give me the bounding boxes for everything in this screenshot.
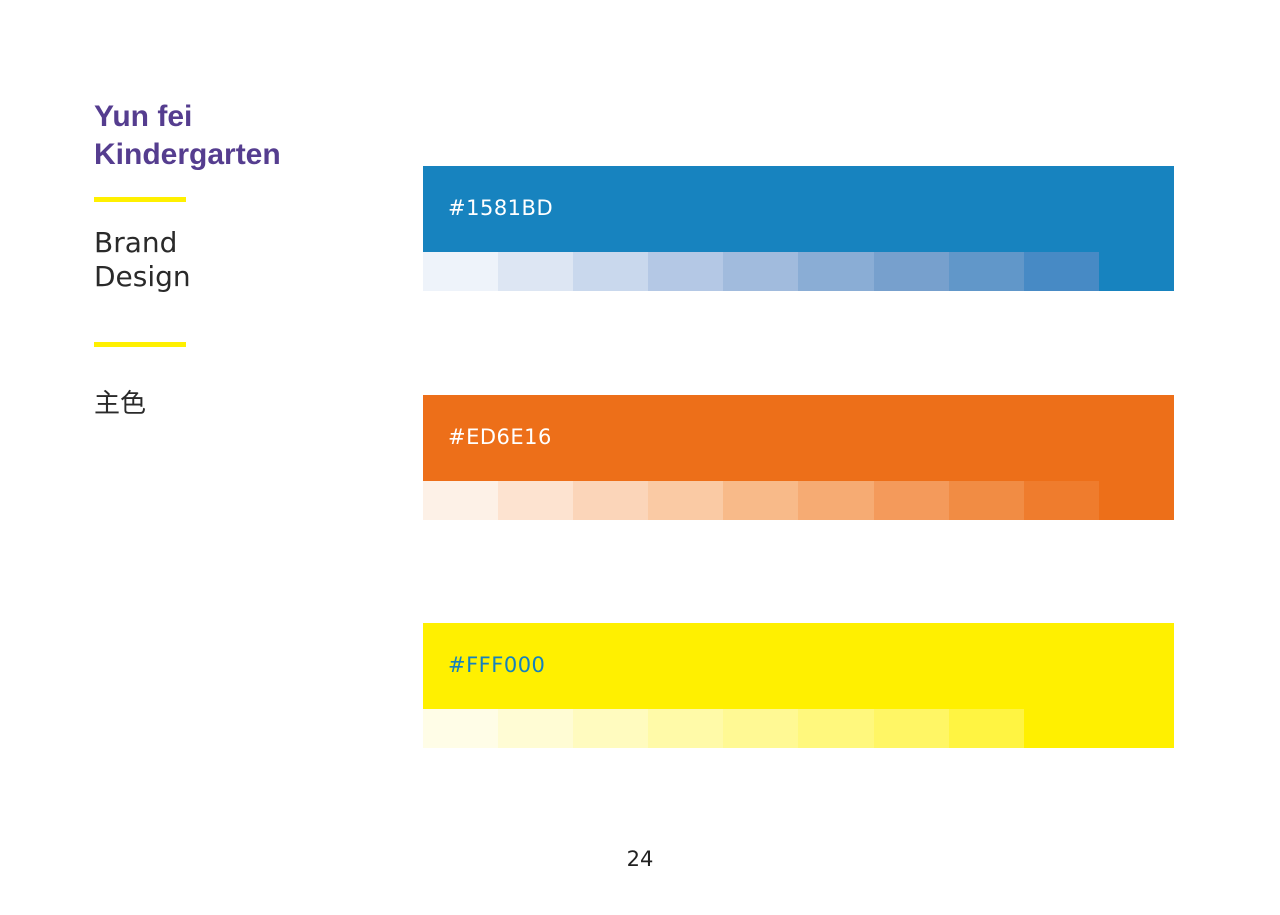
section-label: 主色 bbox=[94, 389, 147, 419]
tint-swatch-9 bbox=[1023, 252, 1099, 291]
swatch-main-color: #1581BD bbox=[423, 166, 1174, 252]
tint-swatch-6 bbox=[798, 709, 874, 748]
swatch-main-color: #FFF000 bbox=[423, 623, 1174, 709]
tint-swatch-7 bbox=[873, 252, 949, 291]
swatch-hex-label: #FFF000 bbox=[448, 653, 546, 677]
tint-swatch-5 bbox=[723, 709, 799, 748]
tint-swatch-5 bbox=[723, 252, 799, 291]
tint-swatch-3 bbox=[573, 252, 649, 291]
yellow-divider-bottom bbox=[94, 342, 186, 347]
swatch-blue: #1581BD bbox=[423, 166, 1174, 291]
tint-swatch-2 bbox=[498, 481, 574, 520]
yellow-divider-top bbox=[94, 197, 186, 202]
swatch-hex-label: #1581BD bbox=[448, 196, 554, 220]
tint-swatch-1 bbox=[423, 481, 499, 520]
tint-swatch-10 bbox=[1098, 481, 1174, 520]
swatch-orange: #ED6E16 bbox=[423, 395, 1174, 520]
tint-swatch-8 bbox=[948, 481, 1024, 520]
tint-swatch-1 bbox=[423, 709, 499, 748]
tint-strip bbox=[423, 481, 1174, 520]
swatch-hex-label: #ED6E16 bbox=[448, 425, 552, 449]
tint-swatch-3 bbox=[573, 709, 649, 748]
page-number: 24 bbox=[626, 847, 654, 871]
tint-swatch-10 bbox=[1098, 709, 1174, 748]
tint-swatch-3 bbox=[573, 481, 649, 520]
tint-swatch-6 bbox=[798, 252, 874, 291]
tint-swatch-9 bbox=[1023, 709, 1099, 748]
tint-swatch-1 bbox=[423, 252, 499, 291]
tint-swatch-8 bbox=[948, 709, 1024, 748]
swatch-main-color: #ED6E16 bbox=[423, 395, 1174, 481]
tint-swatch-6 bbox=[798, 481, 874, 520]
tint-swatch-4 bbox=[648, 481, 724, 520]
brand-title-line-1: Yun fei bbox=[94, 100, 193, 133]
tint-swatch-9 bbox=[1023, 481, 1099, 520]
tint-swatch-4 bbox=[648, 709, 724, 748]
tint-swatch-10 bbox=[1098, 252, 1174, 291]
brand-subtitle: Brand Design bbox=[94, 226, 191, 294]
tint-swatch-7 bbox=[873, 709, 949, 748]
tint-swatch-7 bbox=[873, 481, 949, 520]
swatch-yellow: #FFF000 bbox=[423, 623, 1174, 748]
tint-swatch-8 bbox=[948, 252, 1024, 291]
tint-swatch-4 bbox=[648, 252, 724, 291]
tint-swatch-2 bbox=[498, 252, 574, 291]
brand-title-line-2: Kindergarten bbox=[94, 138, 281, 171]
tint-swatch-2 bbox=[498, 709, 574, 748]
brand-title: Yun fei Kindergarten bbox=[94, 98, 281, 174]
tint-swatch-5 bbox=[723, 481, 799, 520]
tint-strip bbox=[423, 709, 1174, 748]
tint-strip bbox=[423, 252, 1174, 291]
subtitle-line-1: Brand bbox=[94, 226, 178, 259]
subtitle-line-2: Design bbox=[94, 260, 191, 293]
